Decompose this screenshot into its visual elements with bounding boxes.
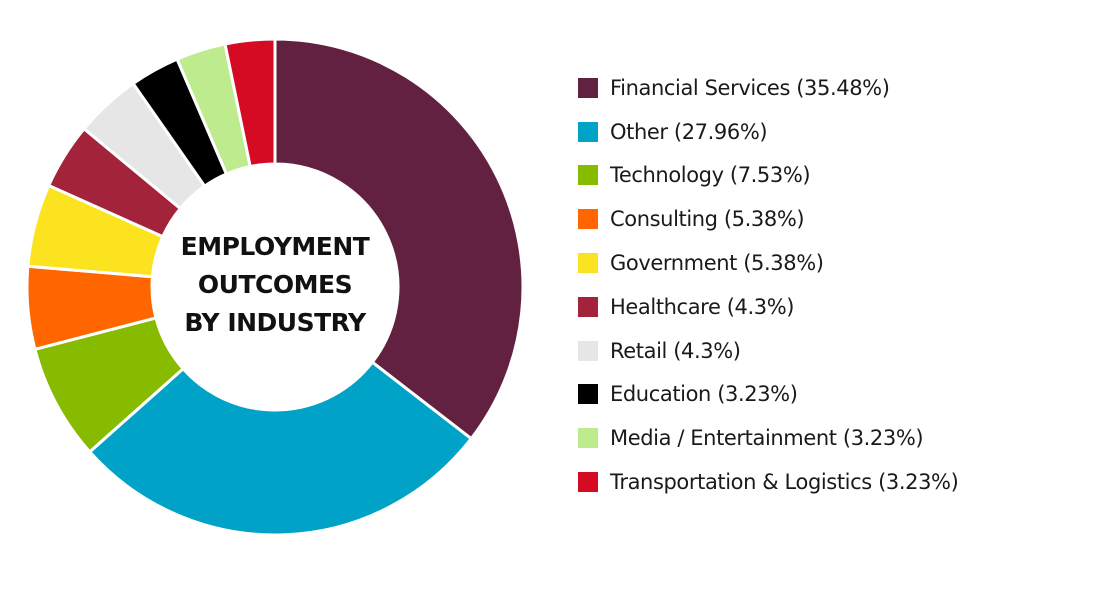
slice-transportation-logistics [223, 37, 277, 169]
legend-label: Financial Services (35.48%) [610, 75, 890, 100]
legend-label: Other (27.96%) [610, 119, 768, 144]
legend-swatch [578, 472, 598, 493]
legend-item-other: Other (27.96%) [578, 110, 958, 154]
legend-label: Transportation & Logistics (3.23%) [610, 470, 959, 495]
legend-swatch [578, 209, 598, 230]
chart-title-line-2: OUTCOMES [197, 270, 353, 299]
legend-item-financial-services: Financial Services (35.48%) [578, 66, 958, 110]
legend-swatch [578, 428, 598, 449]
legend-label: Government (5.38%) [610, 251, 824, 276]
legend-swatch [578, 121, 598, 142]
legend-swatch [578, 165, 598, 186]
legend-item-transportation-logistics: Transportation & Logistics (3.23%) [578, 460, 959, 504]
slice-other [88, 360, 473, 537]
legend-label: Technology (7.53%) [610, 163, 811, 188]
legend-item-retail: Retail (4.3%) [578, 329, 958, 373]
legend-item-consulting: Consulting (5.38%) [578, 197, 958, 241]
legend-item-healthcare: Healthcare (4.3%) [578, 285, 958, 329]
legend-item-government: Government (5.38%) [578, 241, 958, 285]
legend-item-media-entertainment: Media / Entertainment (3.23%) [578, 416, 958, 460]
donut-slices [25, 37, 525, 537]
slice-financial-services [273, 37, 525, 441]
legend-item-education: Education (3.23%) [578, 373, 958, 417]
legend-swatch [578, 77, 598, 98]
chart-title-line-3: BY INDUSTRY [184, 308, 366, 337]
legend-swatch [578, 253, 598, 274]
legend-label: Healthcare (4.3%) [610, 294, 795, 319]
chart-title-line-1: EMPLOYMENT [180, 232, 370, 261]
legend-label: Media / Entertainment (3.23%) [610, 426, 924, 451]
legend-label: Consulting (5.38%) [610, 207, 805, 232]
legend-swatch [578, 384, 598, 405]
chart-title: EMPLOYMENT OUTCOMES BY INDUSTRY [155, 228, 395, 342]
chart-legend: Financial Services (35.48%) Other (27.96%… [578, 66, 959, 504]
legend-label: Retail (4.3%) [610, 338, 741, 363]
legend-swatch [578, 296, 598, 317]
legend-label: Education (3.23%) [610, 382, 798, 407]
legend-swatch [578, 340, 598, 361]
legend-item-technology: Technology (7.53%) [578, 154, 958, 198]
